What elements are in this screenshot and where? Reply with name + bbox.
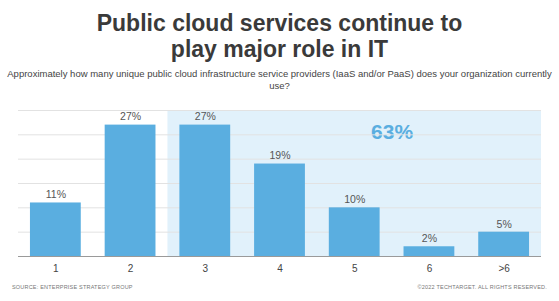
svg-text:10%: 10% — [344, 193, 365, 205]
html-text:©2022 TECHTARGET. ALL RIGHTS R: ©2022 TECHTARGET. ALL RIGHTS RESERVED. — [417, 284, 547, 290]
html-text:Approximately how many unique: Approximately how many unique public clo… — [7, 68, 552, 91]
svg-text:6: 6 — [427, 263, 433, 274]
svg-text:63%: 63% — [371, 120, 413, 143]
svg-text:27%: 27% — [120, 110, 141, 122]
svg-text:5%: 5% — [497, 218, 512, 230]
svg-text:11%: 11% — [46, 188, 66, 200]
svg-text:3: 3 — [203, 263, 209, 274]
svg-text:2%: 2% — [422, 232, 437, 244]
svg-text:5: 5 — [352, 263, 358, 274]
svg-text:1: 1 — [53, 263, 59, 274]
html-text:Public cloud services continue: Public cloud services continue to play m… — [96, 10, 463, 62]
svg-text:>6: >6 — [498, 263, 510, 274]
svg-text:2: 2 — [128, 263, 134, 274]
svg-text:19%: 19% — [269, 149, 290, 161]
html-text:SOURCE: ENTERPRISE STRATEGY GR: SOURCE: ENTERPRISE STRATEGY GROUP — [12, 284, 133, 290]
svg-text:4: 4 — [277, 263, 283, 274]
svg-text:27%: 27% — [195, 110, 216, 122]
